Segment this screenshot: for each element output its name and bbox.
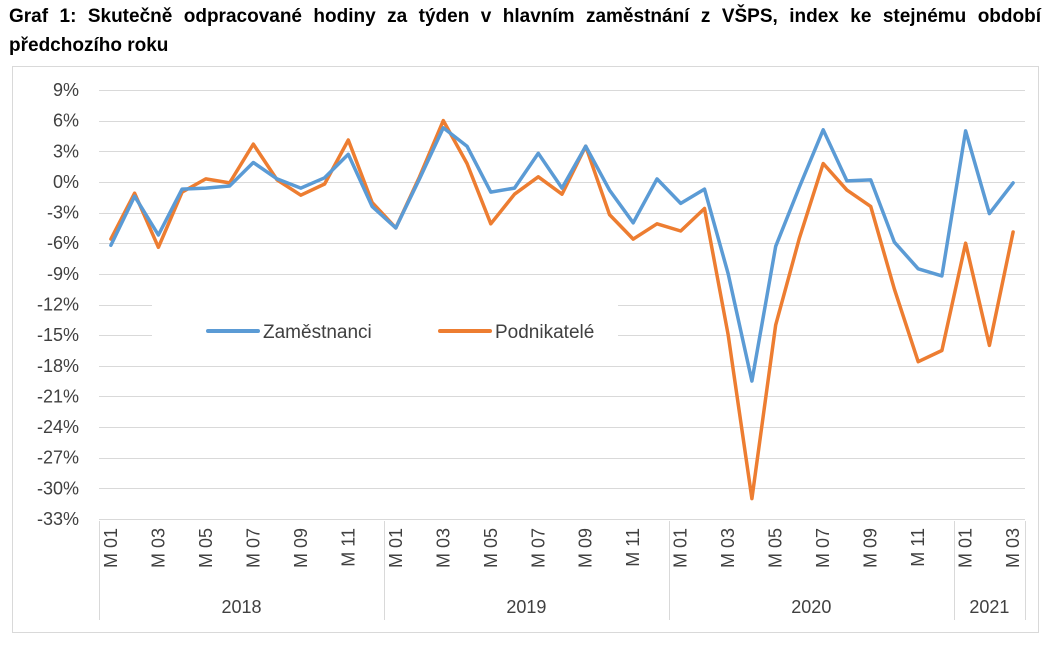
x-tick-label: M 11 <box>623 528 643 567</box>
x-tick-label: M 09 <box>291 528 311 568</box>
x-tick-label: M 01 <box>671 528 691 568</box>
x-tick-label: M 03 <box>148 528 168 568</box>
x-tick-label: M 05 <box>196 528 216 568</box>
x-tick-label: M 03 <box>1003 528 1023 568</box>
series-line-podnikatele <box>109 118 1015 501</box>
x-tick-label: M 09 <box>576 528 596 568</box>
x-tick-label: M 07 <box>528 528 548 568</box>
y-tick-label: -18% <box>37 356 79 376</box>
y-tick-label: -15% <box>37 325 79 345</box>
series-line-zamestnanci <box>109 126 1015 383</box>
y-tick-label: -30% <box>37 478 79 498</box>
chart-title: Graf 1: Skutečně odpracované hodiny za t… <box>9 6 1041 56</box>
x-tick-label: M 11 <box>338 528 358 567</box>
x-tick-label: M 03 <box>718 528 738 568</box>
y-tick-label: -21% <box>37 386 79 406</box>
year-label: 2019 <box>506 597 546 617</box>
x-tick-label: M 09 <box>861 528 881 568</box>
x-tick-label: M 01 <box>386 528 406 568</box>
y-tick-label: -6% <box>47 233 79 253</box>
x-tick-label: M 05 <box>481 528 501 568</box>
y-tick-label: 0% <box>53 172 79 192</box>
legend-label: Zaměstnanci <box>263 322 372 343</box>
y-tick-label: -24% <box>37 417 79 437</box>
x-tick-label: M 05 <box>766 528 786 568</box>
y-tick-label: -9% <box>47 264 79 284</box>
y-tick-label: -33% <box>37 509 79 529</box>
y-tick-label: 9% <box>53 80 79 100</box>
y-tick-label: 3% <box>53 141 79 161</box>
year-label: 2018 <box>221 597 261 617</box>
x-tick-label: M 11 <box>908 528 928 567</box>
chart-area-border <box>12 66 1039 633</box>
year-label: 2021 <box>969 597 1009 617</box>
y-tick-label: -12% <box>37 295 79 315</box>
x-tick-label: M 01 <box>956 528 976 568</box>
legend-label: Podnikatelé <box>495 322 594 343</box>
x-tick-label: M 03 <box>433 528 453 568</box>
y-tick-label: -27% <box>37 448 79 468</box>
y-tick-label: 6% <box>53 111 79 131</box>
y-tick-label: -3% <box>47 203 79 223</box>
x-tick-label: M 07 <box>813 528 833 568</box>
x-tick-label: M 01 <box>101 528 121 568</box>
year-label: 2020 <box>791 597 831 617</box>
x-tick-label: M 07 <box>243 528 263 568</box>
